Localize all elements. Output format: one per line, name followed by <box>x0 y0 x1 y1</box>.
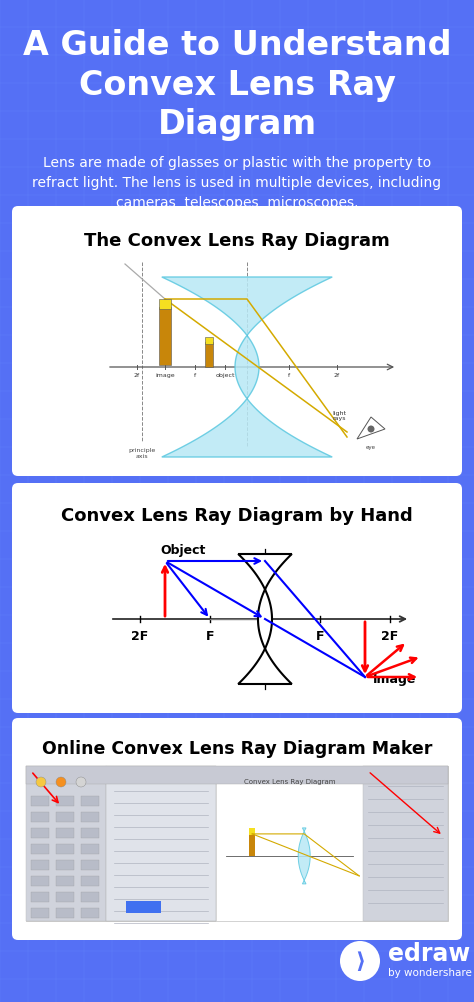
Bar <box>216 767 363 921</box>
Bar <box>81 797 99 807</box>
Text: f: f <box>194 373 196 378</box>
Text: image: image <box>155 373 175 378</box>
Text: The Convex Lens Ray Diagram: The Convex Lens Ray Diagram <box>84 231 390 249</box>
Bar <box>56 908 74 918</box>
Bar <box>56 892 74 902</box>
Text: Lens are made of glasses or plastic with the property to
refract light. The lens: Lens are made of glasses or plastic with… <box>32 155 442 209</box>
Text: object: object <box>215 373 235 378</box>
Bar <box>106 767 216 921</box>
Bar <box>26 767 106 921</box>
Bar <box>31 829 49 838</box>
Circle shape <box>340 941 380 981</box>
Bar <box>81 892 99 902</box>
FancyBboxPatch shape <box>12 718 462 940</box>
Bar <box>31 892 49 902</box>
Polygon shape <box>162 278 332 458</box>
Text: A Guide to Understand
Convex Lens Ray
Diagram: A Guide to Understand Convex Lens Ray Di… <box>23 29 451 141</box>
Bar <box>56 829 74 838</box>
Bar <box>56 860 74 870</box>
Polygon shape <box>238 554 292 684</box>
Text: light
rays: light rays <box>332 410 346 421</box>
Text: F: F <box>316 629 324 642</box>
Bar <box>126 901 161 913</box>
Text: Online Convex Lens Ray Diagram Maker: Online Convex Lens Ray Diagram Maker <box>42 739 432 758</box>
Bar <box>363 767 448 921</box>
Text: 2F: 2F <box>382 629 399 642</box>
Text: Convex Lens Ray Diagram by Hand: Convex Lens Ray Diagram by Hand <box>61 506 413 524</box>
Bar <box>31 797 49 807</box>
Circle shape <box>76 778 86 788</box>
Circle shape <box>56 778 66 788</box>
Polygon shape <box>298 828 310 884</box>
Text: 2f: 2f <box>334 373 340 378</box>
Bar <box>31 908 49 918</box>
Bar <box>26 767 448 785</box>
Text: principle
axis: principle axis <box>128 448 155 458</box>
Text: Object: Object <box>160 543 205 556</box>
Ellipse shape <box>367 426 374 433</box>
Bar <box>81 813 99 823</box>
Text: Convex Lens Ray Diagram: Convex Lens Ray Diagram <box>244 779 335 785</box>
Bar <box>159 300 171 310</box>
FancyBboxPatch shape <box>12 206 462 477</box>
Bar <box>81 860 99 870</box>
FancyBboxPatch shape <box>12 484 462 713</box>
Bar <box>249 828 255 835</box>
Text: ⟩: ⟩ <box>355 951 365 971</box>
Text: edraw: edraw <box>388 941 470 965</box>
Bar <box>159 308 171 366</box>
Text: 2F: 2F <box>131 629 149 642</box>
Bar <box>81 844 99 854</box>
Bar <box>31 813 49 823</box>
Text: by wondershare: by wondershare <box>388 967 472 977</box>
Bar <box>81 908 99 918</box>
Text: F: F <box>206 629 214 642</box>
Bar <box>26 767 448 921</box>
Bar <box>81 829 99 838</box>
Text: eye: eye <box>366 445 376 450</box>
Bar <box>81 876 99 886</box>
Bar <box>249 834 255 856</box>
Bar <box>56 844 74 854</box>
Text: 2f: 2f <box>134 373 140 378</box>
Bar <box>31 876 49 886</box>
Bar <box>31 844 49 854</box>
Bar <box>56 813 74 823</box>
Text: Image: Image <box>373 672 416 685</box>
Bar <box>205 343 213 368</box>
Bar <box>56 797 74 807</box>
Bar <box>205 338 213 345</box>
Bar <box>56 876 74 886</box>
Text: f: f <box>288 373 290 378</box>
Circle shape <box>36 778 46 788</box>
Bar <box>31 860 49 870</box>
